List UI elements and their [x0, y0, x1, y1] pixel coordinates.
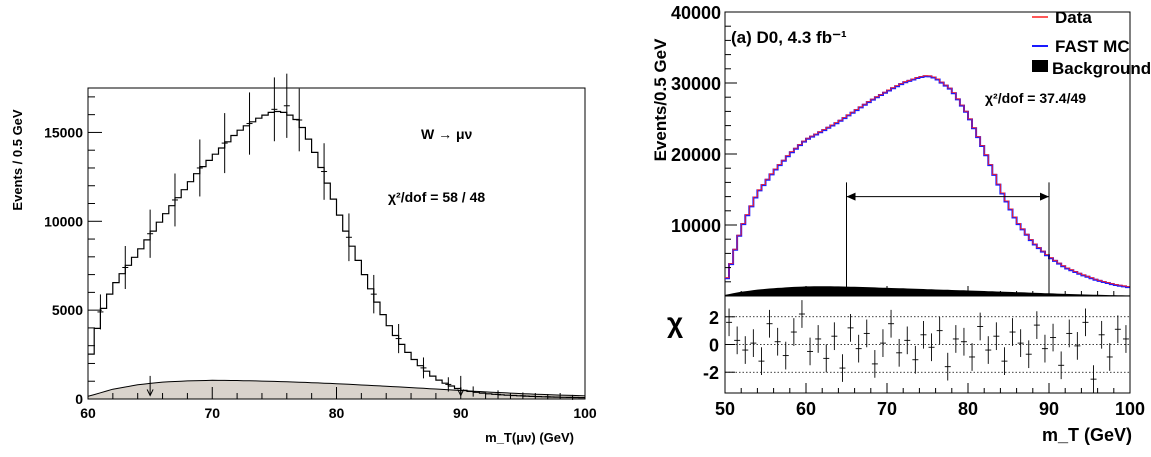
residual-y-tick-label: -2 — [703, 363, 719, 383]
right-panel: 10000 20000 30000 40000 2 0 -2 50 60 70 80 90 100 (… — [651, 3, 1151, 445]
right-y-tick-label: 40000 — [671, 3, 721, 23]
left-data-points-group — [97, 73, 576, 400]
left-x-tick-label: 100 — [573, 405, 597, 421]
left-x-tick-label: 60 — [80, 405, 96, 421]
right-fit-window-arrowhead-left — [846, 192, 856, 201]
legend-background-label: Background — [1052, 59, 1151, 78]
right-panel-title: (a) D0, 4.3 fb⁻¹ — [731, 28, 847, 47]
left-x-tick-label: 90 — [453, 405, 469, 421]
legend-fastmc-label: FAST MC — [1055, 37, 1130, 56]
left-x-tick-label: 80 — [329, 405, 345, 421]
left-y-axis-label: Events / 0.5 GeV — [10, 109, 25, 210]
right-x-axis-label: m_T (GeV) — [1042, 425, 1132, 445]
right-y-tick-label: 10000 — [671, 216, 721, 236]
left-x-axis-label: m_T(μν) (GeV) — [485, 430, 574, 445]
right-x-tick-label: 60 — [796, 399, 816, 419]
right-y-axis-label: Events/0.5 GeV — [651, 38, 670, 162]
left-y-tick-label: 0 — [75, 391, 83, 407]
left-axes-group: 60 70 80 90 100 0 5000 10000 15000 — [44, 96, 597, 421]
right-chi2-annotation: χ²/dof = 37.4/49 — [985, 90, 1086, 106]
left-x-tick-label: 70 — [204, 405, 220, 421]
right-background-group — [725, 286, 1130, 296]
right-x-tick-label: 50 — [715, 399, 735, 419]
right-x-tick-label: 80 — [958, 399, 978, 419]
left-y-tick-label: 5000 — [52, 302, 83, 318]
right-x-tick-label: 90 — [1039, 399, 1059, 419]
residual-y-tick-label: 0 — [709, 336, 719, 356]
right-y-tick-label: 20000 — [671, 145, 721, 165]
residual-y-tick-label: 2 — [709, 308, 719, 328]
left-chi2-annotation: χ²/dof = 58 / 48 — [388, 189, 485, 205]
right-y-tick-label: 30000 — [671, 74, 721, 94]
left-mc-group — [88, 110, 585, 399]
right-data-histogram — [725, 75, 1130, 287]
right-axes-group: 10000 20000 30000 40000 — [671, 3, 737, 283]
left-panel: 60 70 80 90 100 0 5000 10000 15000 W → μν χ²/dof… — [10, 73, 597, 445]
left-y-tick-label: 10000 — [44, 213, 83, 229]
right-background-area — [725, 286, 1130, 296]
right-x-tick-label: 70 — [877, 399, 897, 419]
right-x-tick-label: 100 — [1115, 399, 1145, 419]
legend-background-swatch — [1032, 60, 1048, 72]
left-plot-frame — [87, 87, 586, 400]
right-mc-group — [725, 75, 1130, 289]
right-fit-window-arrowhead-right — [1040, 192, 1049, 201]
residual-y-axis-label: χ — [667, 307, 683, 338]
legend-data-label: Data — [1055, 8, 1092, 27]
right-fastmc-histogram — [725, 75, 1130, 289]
left-process-annotation: W → μν — [421, 126, 473, 142]
right-residual-group: 2 0 -2 50 60 70 80 90 100 — [703, 286, 1145, 419]
left-mc-histogram — [88, 110, 585, 399]
left-fit-window-arrowhead — [146, 389, 154, 397]
right-legend: Data FAST MC Background — [1032, 8, 1151, 78]
left-y-tick-label: 15000 — [44, 124, 83, 140]
